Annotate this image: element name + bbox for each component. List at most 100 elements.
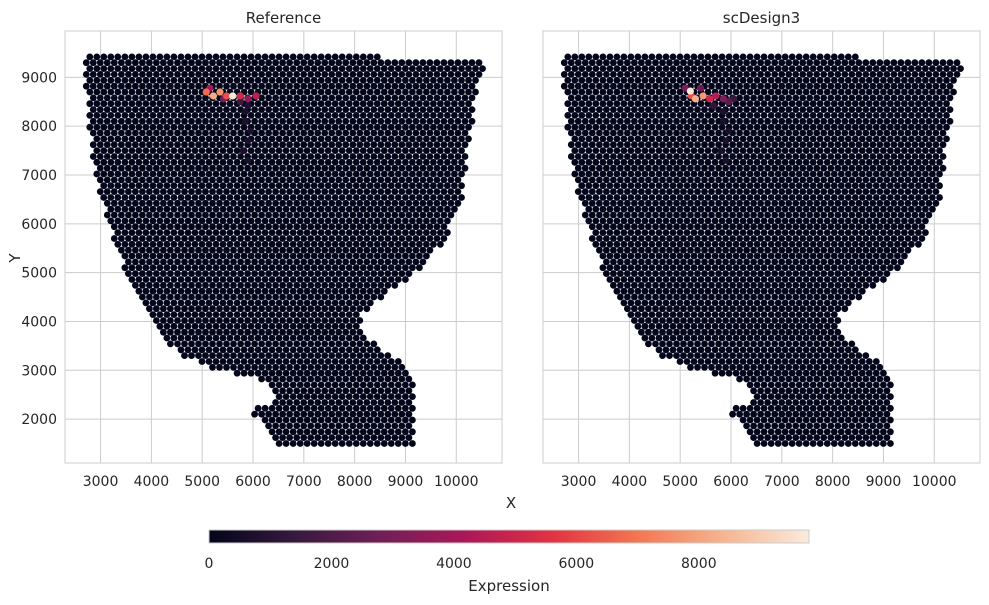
data-point [349, 235, 357, 242]
data-point [666, 211, 673, 219]
data-point [331, 311, 339, 318]
data-point [324, 240, 332, 248]
data-point [606, 147, 614, 155]
data-point [247, 53, 255, 61]
data-point [687, 270, 694, 277]
data-point [785, 281, 793, 289]
data-point [226, 53, 234, 61]
data-point [324, 217, 332, 225]
data-point [430, 135, 437, 143]
data-point [321, 317, 329, 324]
data-point [398, 94, 406, 102]
data-point [834, 422, 842, 430]
data-point [645, 176, 652, 184]
data-point [606, 182, 614, 190]
data-point [254, 53, 262, 61]
data-point [430, 65, 437, 72]
data-point [296, 287, 304, 295]
data-point [925, 176, 933, 184]
data-point [258, 223, 265, 231]
data-point [659, 164, 666, 172]
data-point [167, 258, 174, 266]
data-point [135, 170, 143, 178]
data-point [901, 135, 908, 143]
data-point [310, 217, 318, 225]
data-point [128, 240, 136, 248]
data-point [289, 416, 297, 424]
data-point [349, 59, 357, 67]
data-point [96, 59, 104, 67]
data-point [146, 223, 153, 231]
data-point [356, 94, 364, 102]
data-point [258, 59, 265, 67]
data-point [430, 88, 437, 96]
data-point [855, 363, 863, 371]
data-point [93, 170, 101, 178]
data-point [444, 135, 451, 143]
data-point [160, 141, 167, 149]
data-point [139, 211, 146, 219]
data-point [216, 328, 223, 336]
data-point [405, 176, 413, 184]
data-point [778, 153, 786, 160]
data-point [391, 235, 399, 242]
data-point [802, 440, 810, 447]
data-point [191, 88, 199, 96]
data-point [191, 276, 199, 283]
data-point [704, 182, 712, 190]
data-point [669, 112, 677, 119]
data-point [915, 123, 922, 131]
data-point [865, 205, 873, 213]
data-point [373, 264, 381, 272]
data-point [380, 240, 388, 248]
data-point [932, 153, 940, 160]
data-point [729, 352, 736, 359]
data-point [391, 399, 399, 406]
data-point [174, 246, 181, 254]
data-point [352, 252, 360, 260]
data-point [331, 299, 339, 307]
data-point [324, 334, 332, 342]
data-point [296, 311, 304, 318]
data-point [781, 428, 789, 436]
data-point [802, 276, 810, 283]
data-point [697, 358, 705, 365]
data-point [711, 369, 719, 377]
data-point [402, 147, 409, 155]
data-point [440, 117, 448, 125]
data-point [205, 252, 213, 260]
data-point [781, 416, 789, 424]
data-point [880, 170, 887, 178]
data-point [265, 176, 272, 184]
data-point [282, 88, 290, 96]
data-point [233, 322, 241, 330]
data-point [317, 393, 325, 400]
data-point [606, 252, 614, 260]
data-point [753, 240, 761, 248]
data-point [177, 276, 185, 283]
data-point [461, 153, 469, 160]
data-point [265, 375, 272, 383]
data-point [142, 158, 150, 166]
data-point [865, 264, 873, 272]
data-point [338, 170, 346, 178]
data-point [300, 199, 308, 207]
data-point [915, 205, 922, 213]
data-point [412, 153, 420, 160]
data-point [454, 199, 462, 207]
data-point [757, 422, 764, 430]
data-point [279, 328, 286, 336]
data-point [827, 188, 835, 196]
data-point [827, 352, 835, 359]
data-point [279, 246, 286, 254]
data-point [170, 205, 178, 213]
data-point [405, 223, 413, 231]
data-point [830, 182, 838, 190]
data-point [739, 217, 747, 225]
data-point [377, 199, 385, 207]
data-point [212, 194, 220, 201]
data-point [338, 346, 346, 354]
data-point [648, 322, 656, 330]
data-point [718, 252, 726, 260]
data-point [377, 129, 385, 137]
